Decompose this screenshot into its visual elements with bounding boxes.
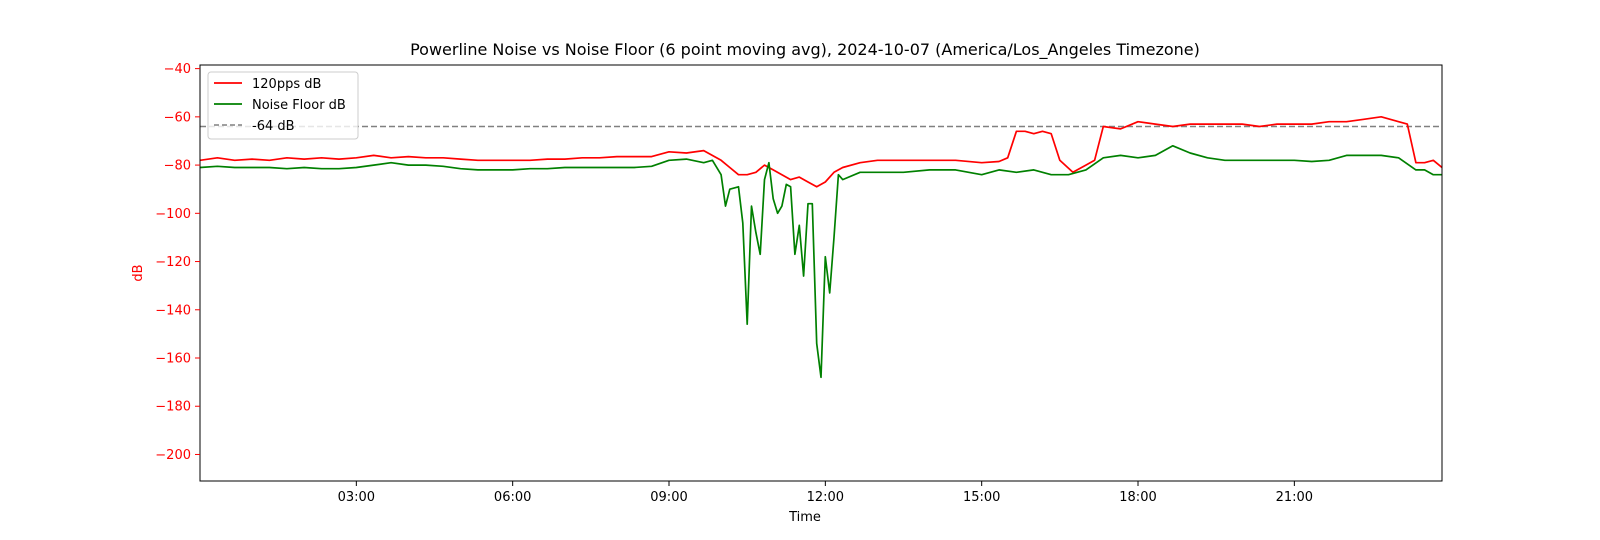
chart-title: Powerline Noise vs Noise Floor (6 point …	[410, 40, 1200, 60]
y-tick-label: −100	[155, 207, 191, 222]
y-tick-label: −80	[164, 159, 191, 174]
plot-area	[199, 64, 1443, 482]
x-tick-label: 03:00	[338, 490, 375, 505]
y-tick-label: −60	[164, 110, 191, 125]
x-tick-label: 06:00	[494, 490, 531, 505]
series-layer	[200, 115, 1442, 379]
series-line-1	[200, 144, 1442, 379]
x-tick-label: 21:00	[1276, 490, 1313, 505]
y-axis: −40 −60 −80 −100 −120 −140 −160 −180 −200	[155, 62, 200, 463]
y-tick-label: −180	[155, 400, 191, 415]
y-tick-label: −200	[155, 448, 191, 463]
x-tick-label: 12:00	[807, 490, 844, 505]
y-axis-label: dB	[131, 264, 146, 281]
legend-label-noise-floor: Noise Floor dB	[252, 98, 346, 113]
legend-label-120pps: 120pps dB	[252, 77, 321, 92]
x-tick-label: 15:00	[963, 490, 1000, 505]
x-tick-label: 18:00	[1119, 490, 1156, 505]
x-axis-label: Time	[788, 510, 821, 525]
plot-frame	[199, 64, 1443, 482]
y-tick-label: −160	[155, 352, 191, 367]
x-tick-label: 09:00	[650, 490, 687, 505]
series-line-0	[200, 115, 1442, 188]
x-axis: 03:00 06:00 09:00 12:00 15:00 18:00 21:00	[338, 481, 1313, 505]
legend-label-reference: -64 dB	[252, 119, 295, 134]
legend: 120pps dB Noise Floor dB -64 dB	[207, 71, 359, 140]
legend-box	[207, 71, 359, 140]
y-tick-label: −40	[164, 62, 191, 77]
y-tick-label: −120	[155, 255, 191, 270]
y-tick-label: −140	[155, 303, 191, 318]
